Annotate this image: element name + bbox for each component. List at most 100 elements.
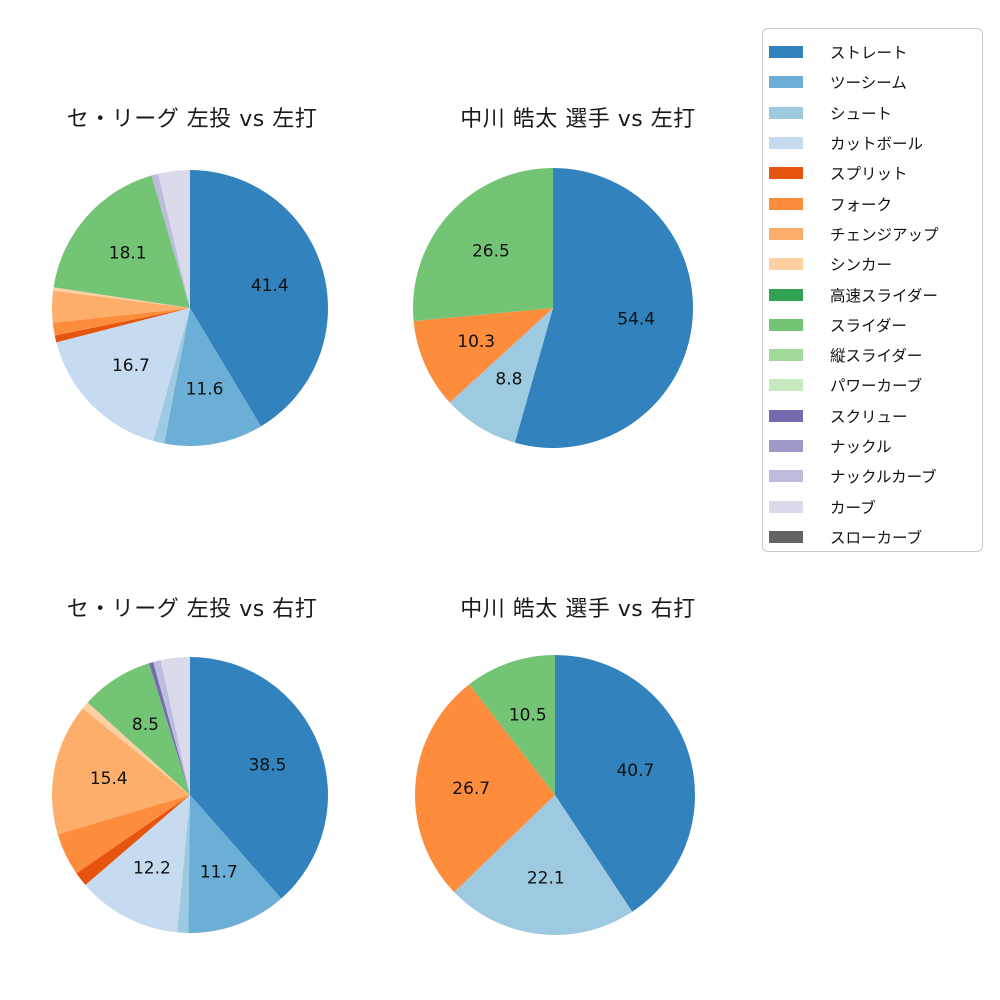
pie-slice-スライダー <box>53 175 190 308</box>
legend-label: カットボール <box>830 135 924 154</box>
pie-slice-カットボール <box>85 795 190 933</box>
pie-slice-ストレート <box>190 657 329 899</box>
legend-swatch-icon <box>769 167 803 180</box>
legend-swatch-icon <box>769 500 803 513</box>
pie-slice-チェンジアップ <box>51 708 190 835</box>
legend-item-8: 高速スライダー <box>769 279 982 309</box>
pie-slice-スクリュー <box>149 662 190 795</box>
legend-label: パワーカーブ <box>830 377 923 396</box>
pie-slice-シュート <box>454 795 633 935</box>
chart-title-nakagawa-vs-left: 中川 皓太 選手 vs 左打 <box>460 107 696 132</box>
legend-label: スクリュー <box>830 407 908 426</box>
pie-slice-スライダー <box>412 168 553 322</box>
pie-slice-ストレート <box>514 168 694 448</box>
legend-swatch-icon <box>769 76 803 89</box>
pie-slice-フォーク <box>413 308 553 403</box>
legend-swatch-icon <box>769 106 803 119</box>
pie-value-label: 10.5 <box>509 706 547 726</box>
legend-swatch-icon <box>769 197 803 210</box>
pie-slice-シンカー <box>53 287 191 308</box>
pie-slice-ストレート <box>190 170 328 427</box>
chart-title-ce-league-left-vs-right: セ・リーグ 左投 vs 右打 <box>66 597 318 622</box>
pie-slice-ナックルカーブ <box>153 660 190 795</box>
legend-swatch-icon <box>769 409 803 422</box>
pie-chart-nakagawa-vs-left: 54.4 8.810.3 26.5 <box>412 168 694 448</box>
pie-slice-スプリット <box>54 308 190 343</box>
pie-value-label: 40.7 <box>616 761 654 781</box>
pie-value-label: 8.8 <box>495 370 522 390</box>
pie-chart-ce-league-left-vs-right: 38.5 11.7 12.2 15.4 8.5 <box>51 657 329 934</box>
pie-chart-ce-league-left-vs-left: 41.4 11.6 16.7 18.1 <box>52 170 328 447</box>
pie-slice-フォーク <box>415 684 555 893</box>
pie-value-label: 11.7 <box>200 863 238 883</box>
pie-value-label: 8.5 <box>132 715 159 735</box>
pie-slice-カットボール <box>56 308 191 441</box>
legend-item-16: スローカーブ <box>769 522 982 552</box>
legend-swatch-icon <box>769 440 803 452</box>
legend-item-1: ツーシーム <box>769 67 982 97</box>
pie-slice-スプリット <box>76 795 190 885</box>
legend-label: ストレート <box>830 44 908 63</box>
pie-value-label: 16.7 <box>112 356 150 376</box>
chart-title-ce-league-left-vs-left: セ・リーグ 左投 vs 左打 <box>66 107 318 132</box>
legend-swatch-icon <box>769 288 803 301</box>
pie-value-label: 15.4 <box>90 769 128 789</box>
legend-item-6: チェンジアップ <box>769 219 982 249</box>
legend-label: フォーク <box>830 195 893 214</box>
legend-item-11: パワーカーブ <box>769 370 982 400</box>
pie-slice-シュート <box>177 795 190 933</box>
legend-item-10: 縦スライダー <box>769 340 982 370</box>
pie-slice-ツーシーム <box>188 795 282 934</box>
pie-chart-nakagawa-vs-right: 40.7 22.1 26.7 10.5 <box>415 655 695 935</box>
legend-item-9: スライダー <box>769 310 982 340</box>
pie-slice-チェンジアップ <box>52 290 190 323</box>
legend-swatch-icon <box>769 137 803 150</box>
pie-slice-カーブ <box>158 170 190 308</box>
pie-slice-シンカー <box>82 702 190 795</box>
legend-label: スローカーブ <box>830 528 923 547</box>
pie-slice-カーブ <box>160 657 190 795</box>
pie-value-label: 26.5 <box>472 242 510 262</box>
legend-swatch-icon <box>769 530 803 543</box>
legend-label: ツーシーム <box>830 74 907 93</box>
legend-item-12: スクリュー <box>769 401 982 431</box>
pie-value-label: 12.2 <box>133 859 171 879</box>
pie-slice-ナックルカーブ <box>151 173 190 308</box>
pie-value-label: 41.4 <box>251 276 289 296</box>
pie-slice-シュート <box>449 308 553 443</box>
legend-swatch-icon <box>769 379 803 392</box>
legend-item-7: シンカー <box>769 249 982 279</box>
legend-swatch-icon <box>769 470 803 483</box>
pie-value-label: 38.5 <box>249 756 287 776</box>
legend-item-5: フォーク <box>769 188 982 218</box>
pie-value-label: 26.7 <box>452 779 490 799</box>
pie-slice-フォーク <box>52 308 190 336</box>
pie-value-label: 54.4 <box>617 310 655 330</box>
legend-label: スプリット <box>830 165 908 184</box>
legend-swatch-icon <box>769 349 803 362</box>
legend-label: 高速スライダー <box>830 286 938 305</box>
pie-slice-スライダー <box>87 663 190 795</box>
pie-value-label: 22.1 <box>527 869 565 889</box>
legend-label: シュート <box>830 104 893 123</box>
pie-value-label: 18.1 <box>109 243 147 263</box>
legend-label: ナックル <box>830 438 892 456</box>
legend-swatch-icon <box>769 258 803 271</box>
legend-swatch-icon <box>769 46 803 59</box>
legend: ストレートツーシームシュートカットボール スプリットフォークチェンジアップシンカー… <box>762 28 983 552</box>
legend-label: カーブ <box>830 498 876 517</box>
legend-item-3: カットボール <box>769 128 982 158</box>
chart-title-nakagawa-vs-right: 中川 皓太 選手 vs 右打 <box>460 597 696 622</box>
legend-item-0: ストレート <box>769 37 982 67</box>
legend-item-4: スプリット <box>769 158 982 188</box>
pie-value-label: 11.6 <box>186 380 224 400</box>
legend-label: チェンジアップ <box>830 225 939 244</box>
pie-value-label: 10.3 <box>457 332 495 352</box>
legend-swatch-icon <box>769 227 803 240</box>
pie-slice-ツーシーム <box>164 308 261 447</box>
legend-label: ナックルカーブ <box>830 468 937 487</box>
pie-slice-スライダー <box>469 655 555 795</box>
legend-item-13: ナックル <box>769 431 982 461</box>
pie-slice-ストレート <box>555 655 695 912</box>
